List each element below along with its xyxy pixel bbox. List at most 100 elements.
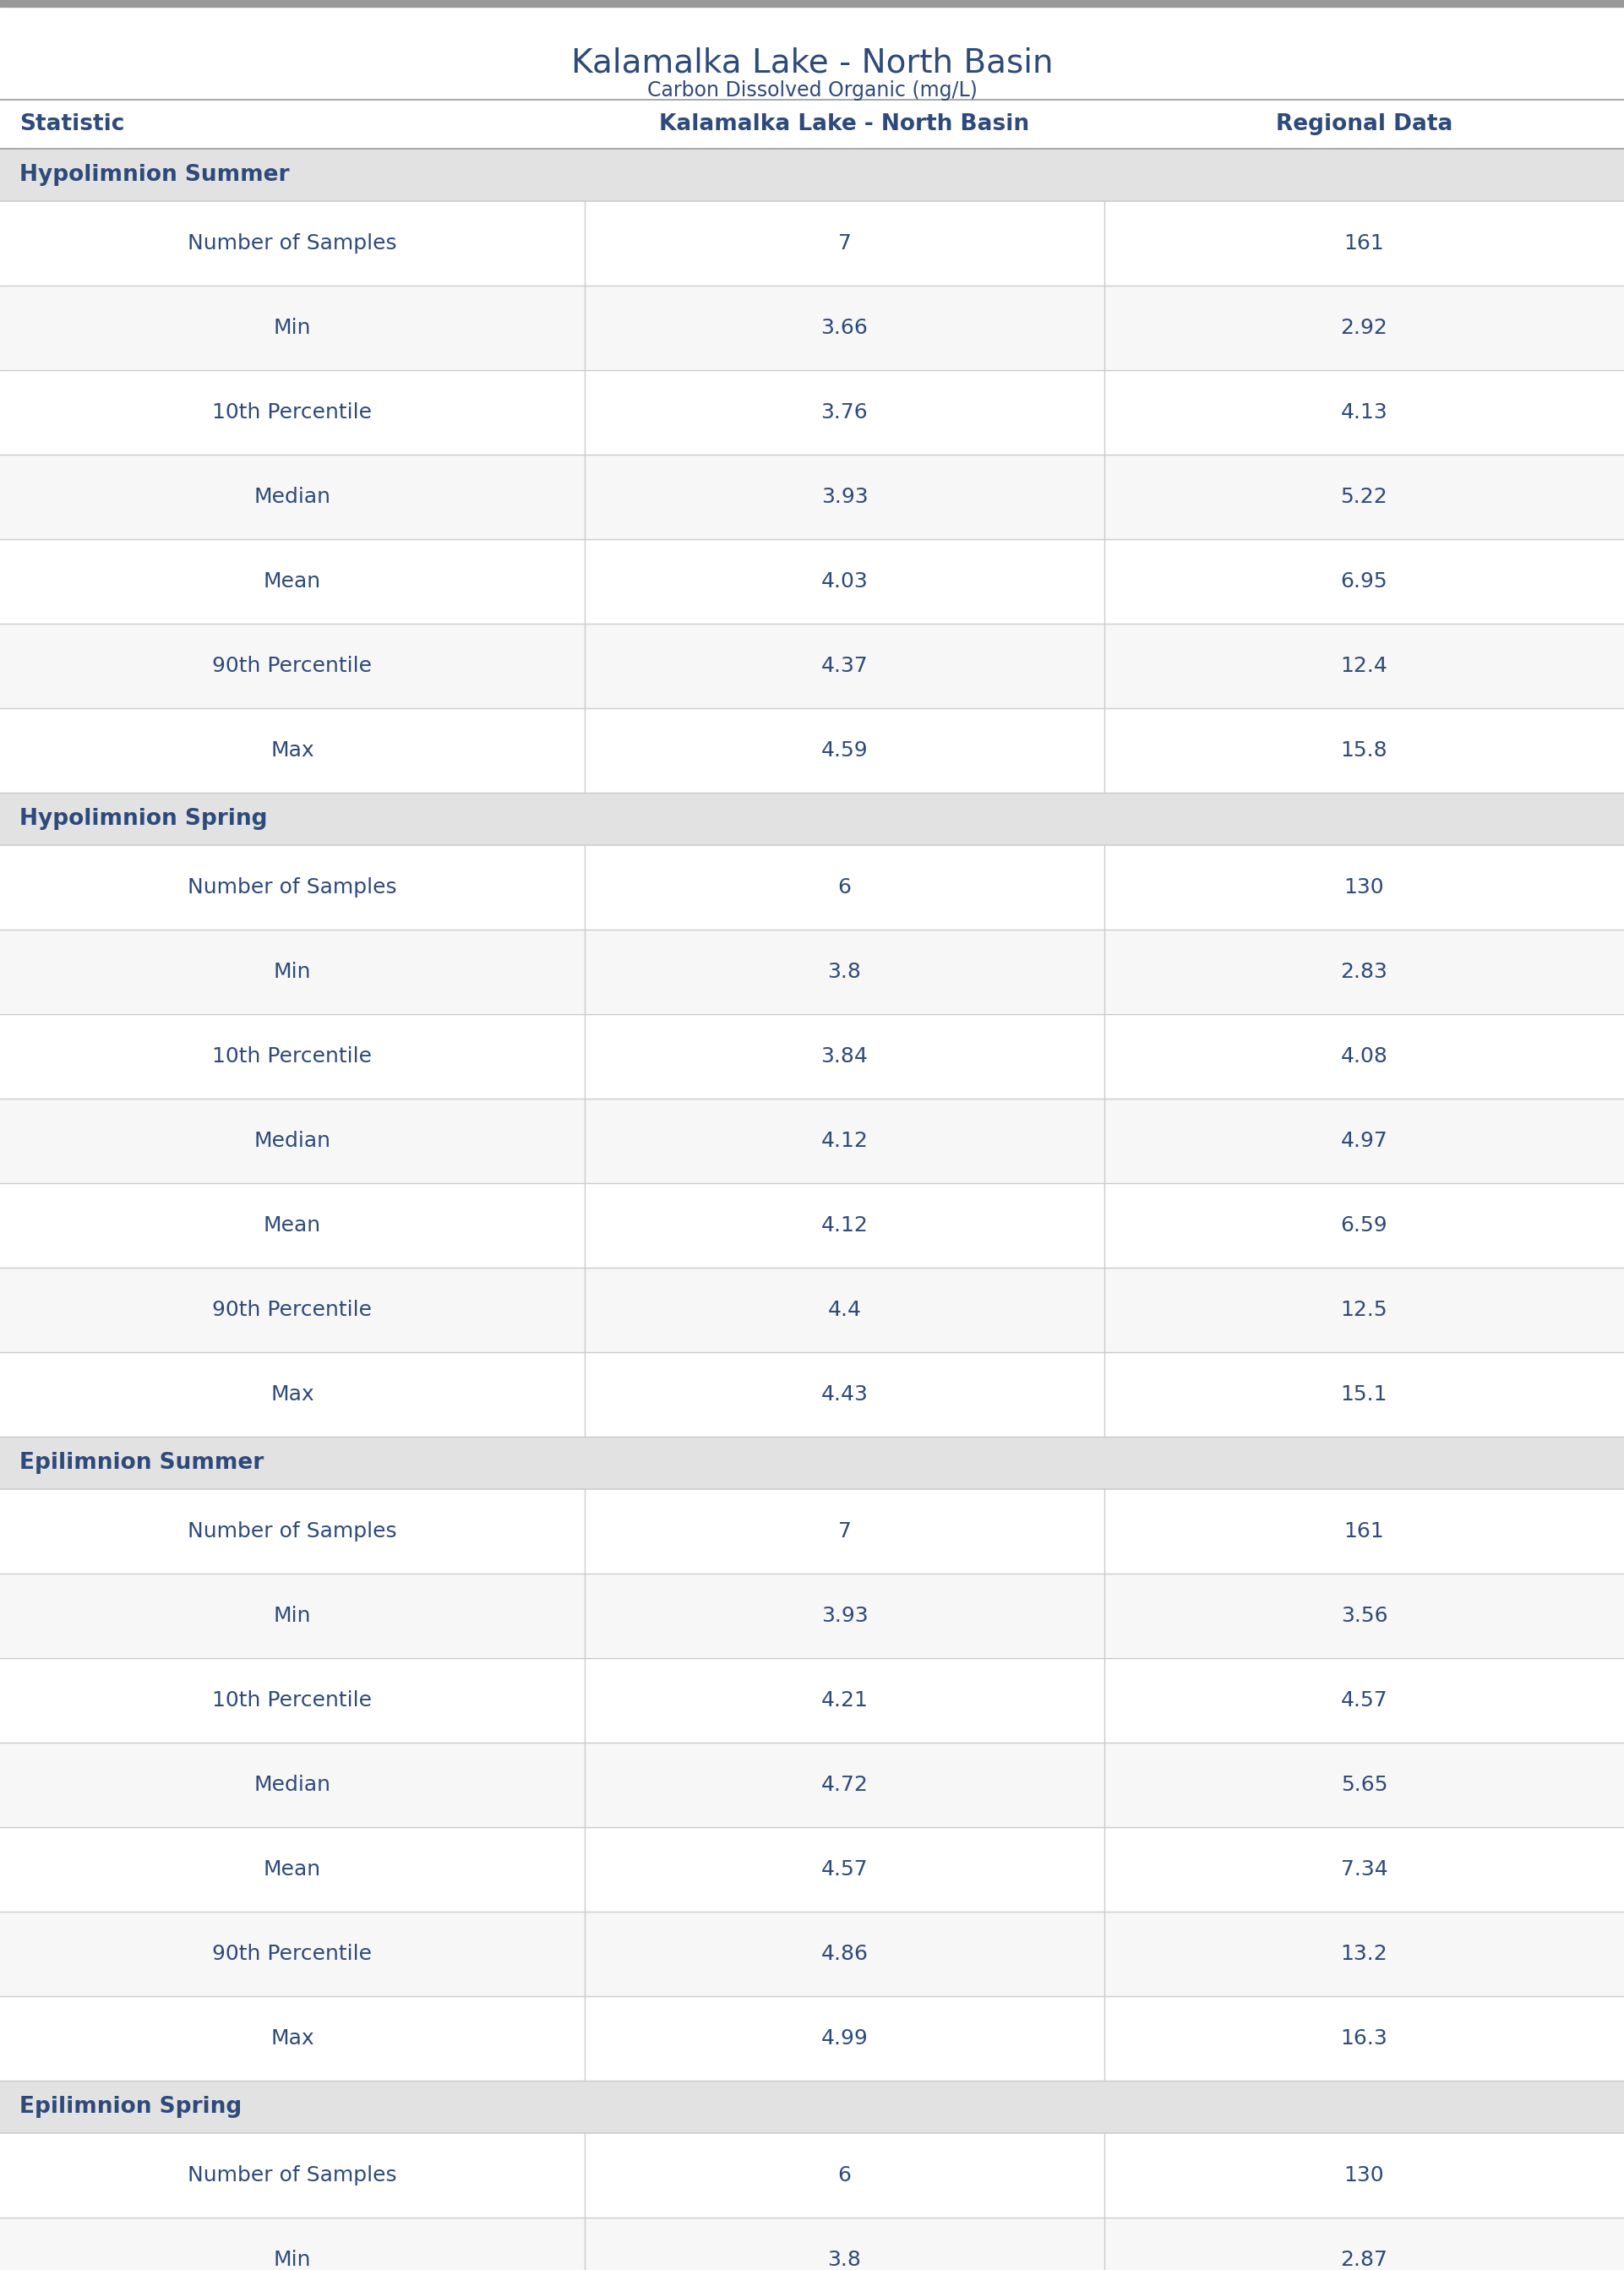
Text: 4.4: 4.4 <box>828 1301 861 1321</box>
Text: Kalamalka Lake - North Basin: Kalamalka Lake - North Basin <box>659 114 1030 136</box>
Bar <box>0 1099 1624 1183</box>
Text: 3.93: 3.93 <box>822 1605 867 1625</box>
Text: 10th Percentile: 10th Percentile <box>213 402 372 422</box>
Text: 7: 7 <box>838 1521 851 1541</box>
Text: 12.4: 12.4 <box>1340 656 1389 676</box>
Bar <box>0 1489 1624 1573</box>
Text: 90th Percentile: 90th Percentile <box>213 656 372 676</box>
Bar <box>0 624 1624 708</box>
Bar <box>0 1911 1624 1995</box>
Bar <box>0 1995 1624 2082</box>
Text: 6.95: 6.95 <box>1341 572 1387 592</box>
Text: 2.83: 2.83 <box>1340 962 1389 983</box>
Text: Min: Min <box>273 2250 312 2270</box>
Bar <box>0 150 1624 202</box>
Text: Carbon Dissolved Organic (mg/L): Carbon Dissolved Organic (mg/L) <box>646 79 978 100</box>
Bar <box>0 1267 1624 1353</box>
Text: 4.43: 4.43 <box>820 1385 869 1405</box>
Text: 3.84: 3.84 <box>820 1046 869 1067</box>
Bar <box>0 1437 1624 1489</box>
Bar <box>0 540 1624 624</box>
Text: 4.08: 4.08 <box>1340 1046 1389 1067</box>
Text: 3.56: 3.56 <box>1341 1605 1387 1625</box>
Text: 4.03: 4.03 <box>820 572 869 592</box>
Text: 2.87: 2.87 <box>1340 2250 1389 2270</box>
Bar <box>0 286 1624 370</box>
Text: 3.93: 3.93 <box>822 486 867 506</box>
Text: 3.8: 3.8 <box>828 2250 861 2270</box>
Text: Hypolimnion Spring: Hypolimnion Spring <box>19 808 268 831</box>
Text: 4.57: 4.57 <box>822 1859 867 1880</box>
Text: 4.21: 4.21 <box>820 1691 869 1712</box>
Text: 4.99: 4.99 <box>820 2029 869 2048</box>
Text: Kalamalka Lake - North Basin: Kalamalka Lake - North Basin <box>572 45 1052 79</box>
Text: 5.65: 5.65 <box>1341 1775 1387 1796</box>
Bar <box>0 931 1624 1015</box>
Text: Number of Samples: Number of Samples <box>188 876 396 897</box>
Bar <box>0 1353 1624 1437</box>
Text: 2.92: 2.92 <box>1340 318 1389 338</box>
Text: 16.3: 16.3 <box>1340 2029 1389 2048</box>
Text: Median: Median <box>253 1775 331 1796</box>
Text: 4.57: 4.57 <box>1341 1691 1387 1712</box>
Text: Max: Max <box>271 1385 313 1405</box>
Bar <box>0 2082 1624 2134</box>
Text: 130: 130 <box>1345 2166 1384 2186</box>
Text: Number of Samples: Number of Samples <box>188 234 396 254</box>
Text: 13.2: 13.2 <box>1340 1943 1389 1964</box>
Text: 5.22: 5.22 <box>1340 486 1389 506</box>
Bar <box>0 1657 1624 1743</box>
Text: 6: 6 <box>838 2166 851 2186</box>
Text: 90th Percentile: 90th Percentile <box>213 1943 372 1964</box>
Text: Hypolimnion Summer: Hypolimnion Summer <box>19 163 289 186</box>
Text: 4.12: 4.12 <box>820 1130 869 1151</box>
Text: 4.13: 4.13 <box>1340 402 1389 422</box>
Text: Mean: Mean <box>263 1859 322 1880</box>
Text: Max: Max <box>271 740 313 760</box>
Text: Min: Min <box>273 1605 312 1625</box>
Text: 15.8: 15.8 <box>1341 740 1387 760</box>
Text: 4.86: 4.86 <box>820 1943 869 1964</box>
Text: Statistic: Statistic <box>19 114 125 136</box>
Bar <box>0 454 1624 540</box>
Text: Epilimnion Summer: Epilimnion Summer <box>19 1453 263 1473</box>
Bar <box>0 1015 1624 1099</box>
Text: 4.97: 4.97 <box>1340 1130 1389 1151</box>
Text: 90th Percentile: 90th Percentile <box>213 1301 372 1321</box>
Text: 3.76: 3.76 <box>820 402 869 422</box>
Bar <box>0 0 1624 7</box>
Text: 10th Percentile: 10th Percentile <box>213 1046 372 1067</box>
Bar <box>0 1573 1624 1657</box>
Text: 6.59: 6.59 <box>1341 1214 1387 1235</box>
Text: 161: 161 <box>1345 234 1384 254</box>
Bar <box>0 370 1624 454</box>
Bar <box>0 1743 1624 1827</box>
Text: Number of Samples: Number of Samples <box>188 2166 396 2186</box>
Text: Mean: Mean <box>263 572 322 592</box>
Text: 3.8: 3.8 <box>828 962 861 983</box>
Text: 130: 130 <box>1345 876 1384 897</box>
Text: Max: Max <box>271 2029 313 2048</box>
Text: Min: Min <box>273 962 312 983</box>
Bar <box>0 1827 1624 1911</box>
Text: 7.34: 7.34 <box>1340 1859 1389 1880</box>
Bar <box>0 2134 1624 2218</box>
Text: 7: 7 <box>838 234 851 254</box>
Text: Epilimnion Spring: Epilimnion Spring <box>19 2095 242 2118</box>
Text: 4.37: 4.37 <box>820 656 869 676</box>
Bar <box>0 844 1624 931</box>
Bar <box>0 2218 1624 2270</box>
Bar <box>0 708 1624 792</box>
Text: 4.59: 4.59 <box>822 740 867 760</box>
Text: Median: Median <box>253 486 331 506</box>
Text: 4.72: 4.72 <box>820 1775 869 1796</box>
Text: 12.5: 12.5 <box>1341 1301 1387 1321</box>
Bar <box>0 1183 1624 1267</box>
Text: 4.12: 4.12 <box>820 1214 869 1235</box>
Text: 6: 6 <box>838 876 851 897</box>
Text: Number of Samples: Number of Samples <box>188 1521 396 1541</box>
Text: Median: Median <box>253 1130 331 1151</box>
Text: Mean: Mean <box>263 1214 322 1235</box>
Bar <box>0 792 1624 844</box>
Text: 3.66: 3.66 <box>820 318 869 338</box>
